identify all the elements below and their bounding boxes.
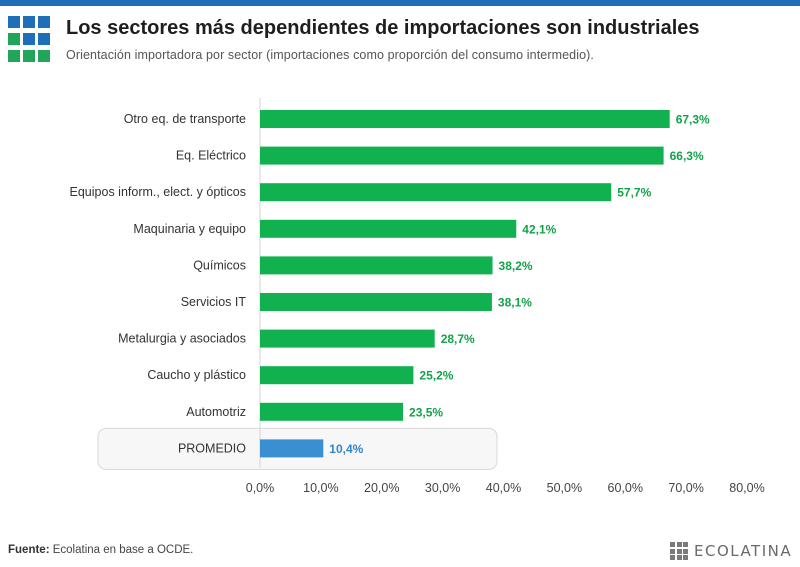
bar [260,219,517,238]
brand-mark-square [676,555,682,560]
chart-title: Los sectores más dependientes de importa… [66,17,700,39]
x-tick-label: 40,0% [486,481,521,495]
category-label: Maquinaria y equipo [133,222,246,236]
bar [260,402,404,421]
bar [260,439,324,458]
source-label: Fuente: [8,544,50,556]
category-label: Eq. Eléctrico [176,149,246,163]
category-label: Automotriz [186,405,246,419]
category-label: Otro eq. de transporte [124,112,246,126]
x-tick-label: 10,0% [303,481,338,495]
brand-mark-square [670,555,675,560]
x-tick-label: 0,0% [246,481,275,495]
x-tick-label: 50,0% [547,481,582,495]
brand-mark-square [683,548,688,554]
bar [260,329,435,348]
category-label: PROMEDIO [178,441,246,455]
top-accent-bar [0,0,800,6]
brand-logo: ECOLATINA [670,540,792,562]
bar-chart: Otro eq. de transporte 67,3% Eq. Eléctrico… [70,98,765,495]
logo-square [38,50,50,62]
bar [260,256,493,275]
value-label: 42,1% [522,222,556,236]
brand-mark-square [670,542,675,547]
value-label: 38,1% [498,296,532,310]
brand-mark-square [683,542,688,547]
x-tick-label: 60,0% [608,481,643,495]
value-label: 67,3% [676,113,710,127]
category-label: Metalurgia y asociados [118,332,246,346]
bar [260,293,492,311]
brand-mark-square [676,542,682,547]
category-label: Servicios IT [181,295,247,309]
category-label: Caucho y plástico [147,368,246,382]
x-tick-label: 70,0% [668,481,703,495]
value-label: 57,7% [617,186,651,200]
bar [260,146,664,165]
brand-mark-square [683,555,688,560]
logo-square [38,33,50,45]
x-tick-label: 30,0% [425,481,460,495]
value-label: 38,2% [499,259,533,273]
brand-mark-square [670,548,675,554]
logo-square [23,33,35,45]
bar [260,366,414,385]
logo-grid-icon [8,16,52,68]
category-label: Equipos inform., elect. y ópticos [70,185,246,199]
source-note: Fuente: Ecolatina en base a OCDE. [8,544,193,556]
logo-square [8,50,20,62]
logo-square [8,16,20,28]
x-tick-label: 20,0% [364,481,399,495]
value-label: 23,5% [409,405,443,419]
source-text: Ecolatina en base a OCDE. [49,544,194,556]
logo-square [38,16,50,28]
logo-square [8,33,20,45]
bar [260,183,612,202]
logo-square [23,50,35,62]
x-tick-label: 80,0% [729,481,764,495]
value-label: 66,3% [670,149,704,163]
logo-square [23,16,35,28]
category-label: Químicos [193,258,246,272]
brand-name: ECOLATINA [694,542,793,560]
value-label: 25,2% [419,369,453,383]
brand-mark-square [676,548,682,554]
chart-subtitle: Orientación importadora por sector (impo… [66,48,594,62]
value-label: 28,7% [441,332,475,346]
bar [260,110,670,128]
value-label: 10,4% [329,442,363,456]
brand-mark-icon [670,542,688,560]
